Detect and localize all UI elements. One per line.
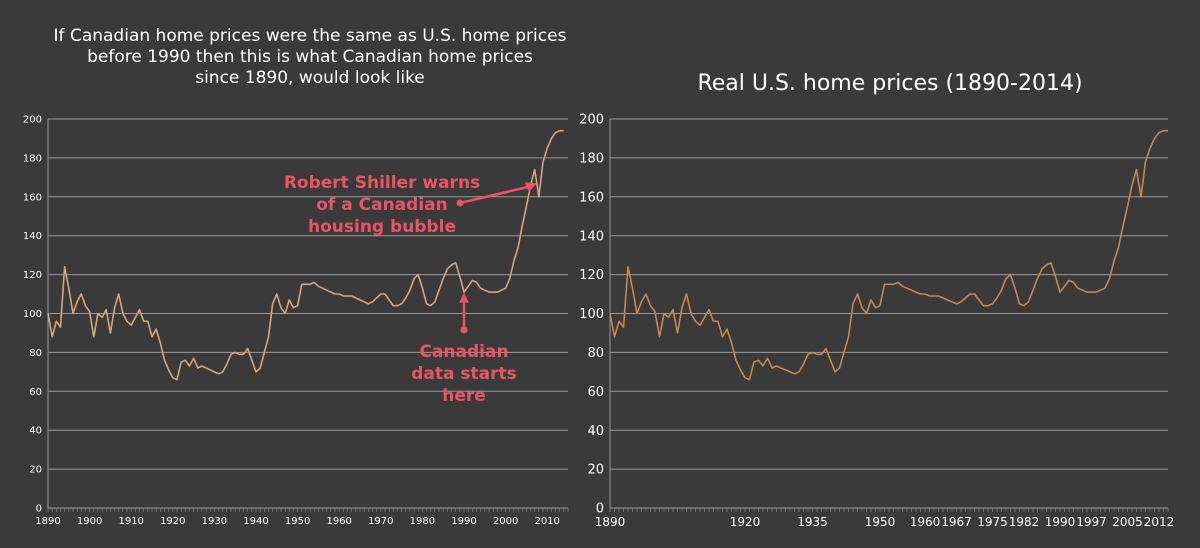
left-y-tick-label: 160 xyxy=(23,192,42,203)
right-x-tick-label: 1967 xyxy=(941,515,972,529)
right-x-tick-label: 1960 xyxy=(910,515,941,529)
canadian-data-annotation-line: Canadian xyxy=(419,342,508,362)
right-y-tick-label: 60 xyxy=(587,385,604,400)
left-line-chart: 0 20 40 60 80 100 120 140 160 180 200 1890 1900 1910 1… xyxy=(23,115,569,527)
right-x-tick-label: 1920 xyxy=(730,515,761,529)
right-y-tick-label: 20 xyxy=(587,463,604,478)
right-x-tick-label: 2005 xyxy=(1112,515,1143,529)
right-x-tick-label: 1990 xyxy=(1045,515,1076,529)
left-x-tick-label: 1910 xyxy=(118,516,143,527)
left-y-tick-label: 40 xyxy=(29,426,42,437)
right-x-tick-label: 2012 xyxy=(1144,515,1175,529)
right-y-tick-label: 120 xyxy=(580,268,604,283)
left-y-tick-label: 120 xyxy=(23,270,42,281)
left-y-tick-label: 140 xyxy=(23,231,42,242)
right-y-tick-label: 160 xyxy=(580,190,604,205)
shiller-annotation-line: of a Canadian xyxy=(316,195,447,215)
left-chart-title: If Canadian home prices were the same as… xyxy=(0,26,620,89)
left-y-tick-label: 180 xyxy=(23,153,42,164)
shiller-annotation-arrowhead xyxy=(524,182,537,193)
left-x-tick-label: 1920 xyxy=(160,516,185,527)
shiller-annotation-line: housing bubble xyxy=(308,217,456,237)
right-y-tick-label: 180 xyxy=(580,151,604,166)
right-line-chart: 0 20 40 60 80 100 120 140 160 180 200 1890 1920 1935 1… xyxy=(580,113,1175,529)
canadian-data-annotation-line: here xyxy=(442,386,486,406)
left-x-tick-label: 2010 xyxy=(534,516,559,527)
left-title-line-2: before 1990 then this is what Canadian h… xyxy=(87,47,533,67)
left-y-tick-label: 20 xyxy=(29,465,42,476)
right-y-tick-label: 40 xyxy=(587,424,604,439)
right-chart-panel: Real U.S. home prices (1890-2014) 0 20 40 6… xyxy=(580,0,1200,548)
right-y-tick-label: 80 xyxy=(587,346,604,361)
left-x-tick-label: 1990 xyxy=(451,516,476,527)
right-y-tick-label: 200 xyxy=(580,113,604,128)
right-y-tick-label: 140 xyxy=(580,229,604,244)
shiller-annotation-line: Robert Shiller warns xyxy=(284,173,480,193)
left-x-tick-label: 1890 xyxy=(35,516,60,527)
left-chart-panel: If Canadian home prices were the same as… xyxy=(0,0,580,548)
left-y-tick-label: 60 xyxy=(29,387,42,398)
right-x-tick-label: 1890 xyxy=(595,515,626,529)
right-chart-title: Real U.S. home prices (1890-2014) xyxy=(697,71,1083,96)
left-x-tick-label: 1980 xyxy=(410,516,435,527)
right-y-tick-label: 100 xyxy=(580,307,604,322)
right-series-line xyxy=(609,129,1168,381)
canadian-data-annotation-arrowhead xyxy=(459,292,469,303)
right-y-tick-label: 0 xyxy=(596,502,604,517)
left-y-tick-label: 80 xyxy=(29,348,42,359)
left-x-tick-label: 1970 xyxy=(368,516,393,527)
left-series-line xyxy=(47,129,564,381)
left-x-tick-label: 2000 xyxy=(493,516,518,527)
right-x-tick-label: 1975 xyxy=(977,515,1008,529)
right-x-tick-label: 1997 xyxy=(1076,515,1107,529)
right-x-tick-label: 1935 xyxy=(797,515,828,529)
left-y-tick-label: 200 xyxy=(23,115,42,126)
left-title-line-3: since 1890, would look like xyxy=(195,68,425,88)
left-x-tick-label: 1940 xyxy=(243,516,268,527)
left-x-tick-label: 1950 xyxy=(285,516,310,527)
left-x-tick-label: 1960 xyxy=(326,516,351,527)
left-x-tick-label: 1900 xyxy=(77,516,102,527)
right-x-tick-label: 1982 xyxy=(1009,515,1040,529)
left-y-tick-label: 0 xyxy=(36,504,42,515)
left-title-line-1: If Canadian home prices were the same as… xyxy=(53,26,567,46)
left-x-tick-label: 1930 xyxy=(202,516,227,527)
left-y-tick-label: 100 xyxy=(23,309,42,320)
canadian-data-annotation-line: data starts xyxy=(411,364,517,384)
shiller-annotation-arrow xyxy=(459,185,532,205)
right-x-tick-label: 1950 xyxy=(865,515,896,529)
